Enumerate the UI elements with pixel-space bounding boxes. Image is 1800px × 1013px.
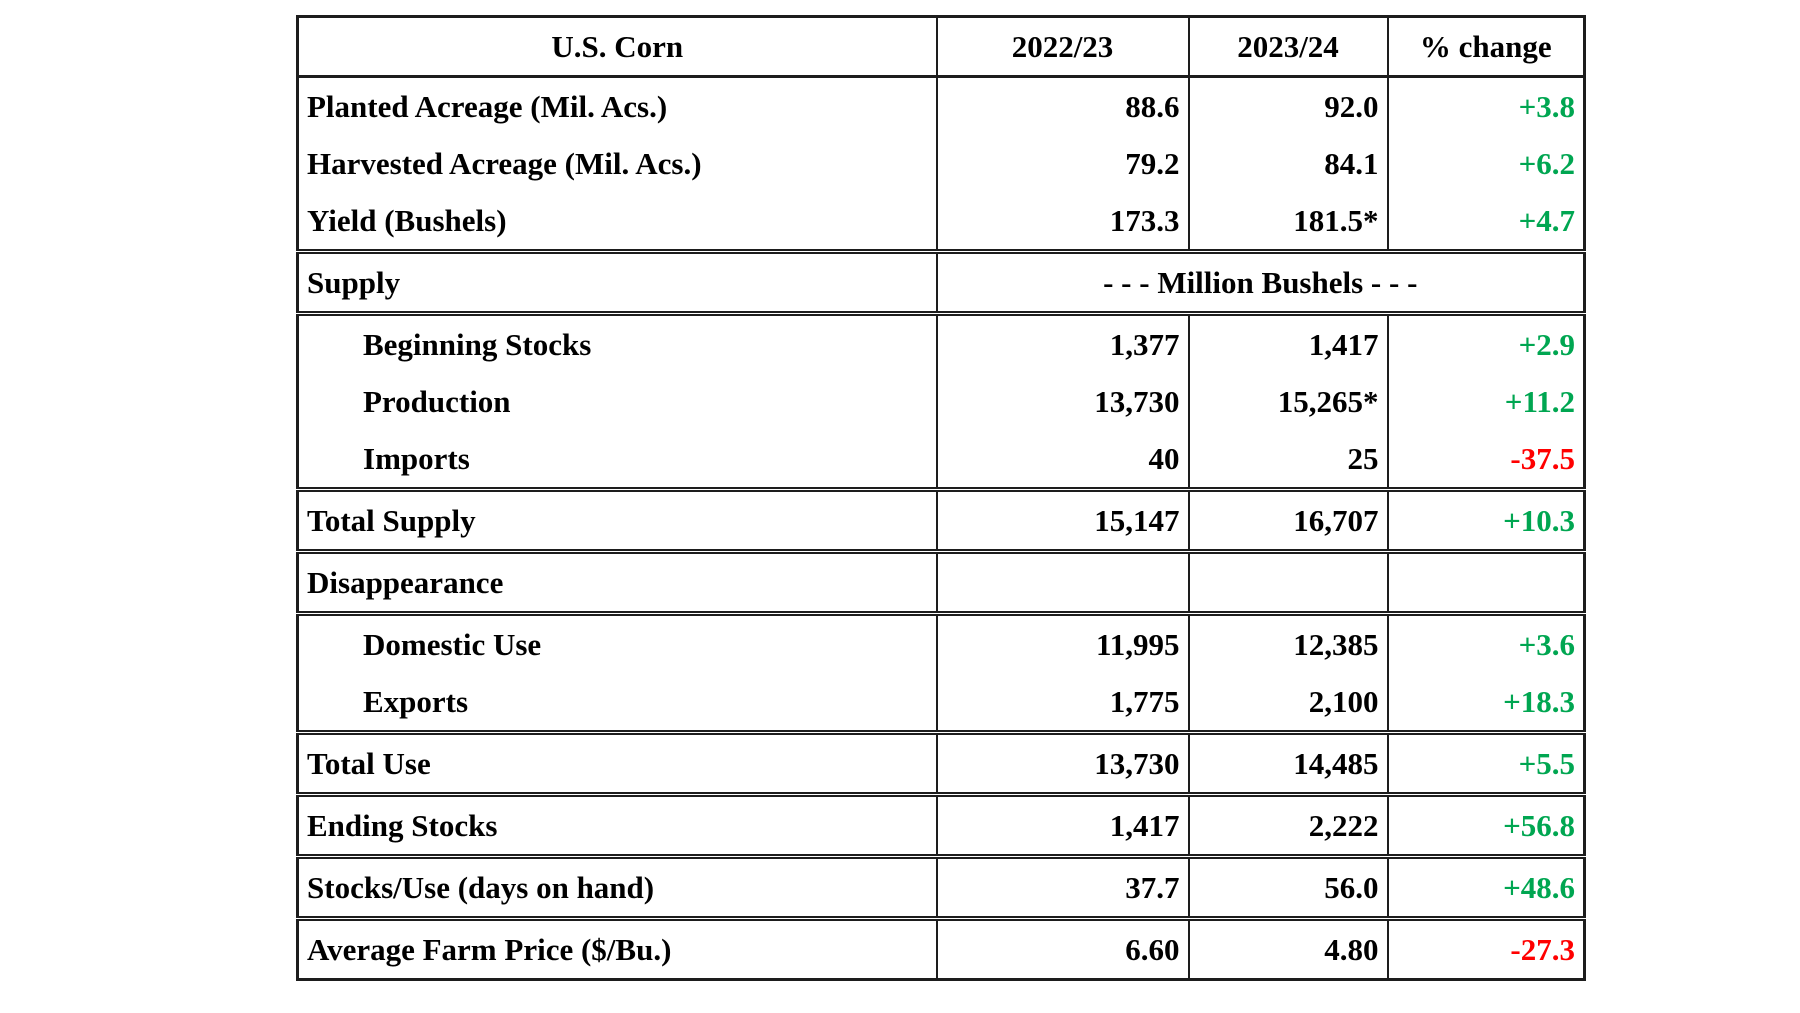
- value-2023-24-cell: 4.80: [1187, 916, 1388, 980]
- table-header-row: U.S. Corn 2022/23 2023/24 % change: [298, 16, 1585, 77]
- value-2023-24-cell: 12,385: [1187, 611, 1388, 673]
- pct-change-cell: +4.7: [1386, 192, 1585, 252]
- pct-change-cell: -27.3: [1386, 916, 1585, 980]
- corn-table-wrap: U.S. Corn 2022/23 2023/24 % change Plant…: [296, 15, 1586, 981]
- pct-change-cell: +18.3: [1386, 673, 1585, 733]
- table-row: Total Supply 15,147 16,707 +10.3: [297, 487, 1585, 552]
- pct-change-cell: +3.8: [1386, 75, 1585, 135]
- pct-change-cell: +2.9: [1386, 311, 1585, 373]
- pct-change-cell: +10.3: [1386, 487, 1585, 552]
- value-2022-23-cell: 173.3: [935, 192, 1189, 252]
- table-row: Average Farm Price ($/Bu.) 6.60 4.80 -27…: [297, 916, 1585, 980]
- value-2023-24-cell: 14,485: [1187, 730, 1388, 795]
- pct-change-cell: +5.5: [1386, 730, 1585, 795]
- value-2023-24-cell: 56.0: [1187, 854, 1388, 919]
- value-2023-24-cell: 92.0: [1187, 75, 1388, 135]
- table-row: Production 13,730 15,265* +11.2: [298, 373, 1585, 430]
- pct-change-cell: [1386, 549, 1585, 614]
- row-label-cell: Total Use: [297, 730, 937, 795]
- value-2023-24-cell: 16,707: [1187, 487, 1388, 552]
- row-label-cell: Total Supply: [297, 487, 937, 552]
- units-span-cell: - - - Million Bushels - - -: [935, 249, 1585, 314]
- col-header-2023-24: 2023/24: [1187, 16, 1388, 77]
- value-2022-23-cell: 79.2: [935, 135, 1189, 192]
- value-2022-23-cell: 6.60: [935, 916, 1189, 980]
- value-2022-23-cell: 1,377: [935, 311, 1189, 373]
- table-row: Yield (Bushels) 173.3 181.5* +4.7: [298, 192, 1585, 252]
- table-row: Exports 1,775 2,100 +18.3: [298, 673, 1585, 733]
- row-label-cell: Yield (Bushels): [307, 202, 507, 238]
- table-row: Domestic Use 11,995 12,385 +3.6: [297, 611, 1585, 673]
- value-2023-24-cell: 25: [1187, 430, 1388, 490]
- value-2022-23-cell: 11,995: [935, 611, 1189, 673]
- row-label-cell: Exports: [363, 683, 469, 719]
- row-label-cell: Ending Stocks: [297, 792, 937, 857]
- value-2023-24-cell: [1187, 549, 1388, 614]
- row-label-cell: Average Farm Price ($/Bu.): [297, 916, 937, 980]
- value-2022-23-cell: 40: [935, 430, 1189, 490]
- table-row: Planted Acreage (Mil. Acs.) 88.6 92.0 +3…: [297, 75, 1585, 135]
- row-label-cell: Disappearance: [297, 549, 937, 614]
- value-2022-23-cell: 1,775: [935, 673, 1189, 733]
- us-corn-table: U.S. Corn 2022/23 2023/24 % change Plant…: [296, 15, 1586, 981]
- row-label-cell: Supply: [297, 249, 937, 314]
- value-2023-24-cell: 15,265*: [1187, 373, 1388, 430]
- table-row: Ending Stocks 1,417 2,222 +56.8: [297, 792, 1585, 857]
- table-row: Harvested Acreage (Mil. Acs.) 79.2 84.1 …: [298, 135, 1585, 192]
- row-label-cell: Beginning Stocks: [297, 311, 937, 373]
- pct-change-cell: +11.2: [1386, 373, 1585, 430]
- value-2022-23-cell: [935, 549, 1189, 614]
- row-label-cell: Imports: [363, 440, 470, 476]
- col-header-pct-change: % change: [1386, 16, 1585, 77]
- table-row: Total Use 13,730 14,485 +5.5: [297, 730, 1585, 795]
- value-2022-23-cell: 13,730: [935, 373, 1189, 430]
- pct-change-cell: +6.2: [1386, 135, 1585, 192]
- value-2022-23-cell: 15,147: [935, 487, 1189, 552]
- pct-change-cell: +3.6: [1386, 611, 1585, 673]
- value-2022-23-cell: 1,417: [935, 792, 1189, 857]
- value-2023-24-cell: 84.1: [1187, 135, 1388, 192]
- value-2022-23-cell: 37.7: [935, 854, 1189, 919]
- table-row: Beginning Stocks 1,377 1,417 +2.9: [297, 311, 1585, 373]
- pct-change-cell: +48.6: [1386, 854, 1585, 919]
- row-label-cell: Planted Acreage (Mil. Acs.): [297, 75, 937, 135]
- col-header-2022-23: 2022/23: [935, 16, 1189, 77]
- col-header-us-corn: U.S. Corn: [551, 28, 684, 64]
- table-row-disappearance-section: Disappearance: [297, 549, 1585, 614]
- value-2023-24-cell: 1,417: [1187, 311, 1388, 373]
- value-2023-24-cell: 2,100: [1187, 673, 1388, 733]
- value-2023-24-cell: 181.5*: [1187, 192, 1388, 252]
- pct-change-cell: +56.8: [1386, 792, 1585, 857]
- row-label-cell: Production: [363, 383, 511, 419]
- pct-change-cell: -37.5: [1386, 430, 1585, 490]
- row-label-cell: Harvested Acreage (Mil. Acs.): [307, 145, 702, 181]
- row-label-cell: Domestic Use: [297, 611, 937, 673]
- value-2023-24-cell: 2,222: [1187, 792, 1388, 857]
- table-row: Imports 40 25 -37.5: [298, 430, 1585, 490]
- value-2022-23-cell: 13,730: [935, 730, 1189, 795]
- value-2022-23-cell: 88.6: [935, 75, 1189, 135]
- table-row-supply-section: Supply - - - Million Bushels - - -: [297, 249, 1585, 314]
- table-row: Stocks/Use (days on hand) 37.7 56.0 +48.…: [297, 854, 1585, 919]
- row-label-cell: Stocks/Use (days on hand): [297, 854, 937, 919]
